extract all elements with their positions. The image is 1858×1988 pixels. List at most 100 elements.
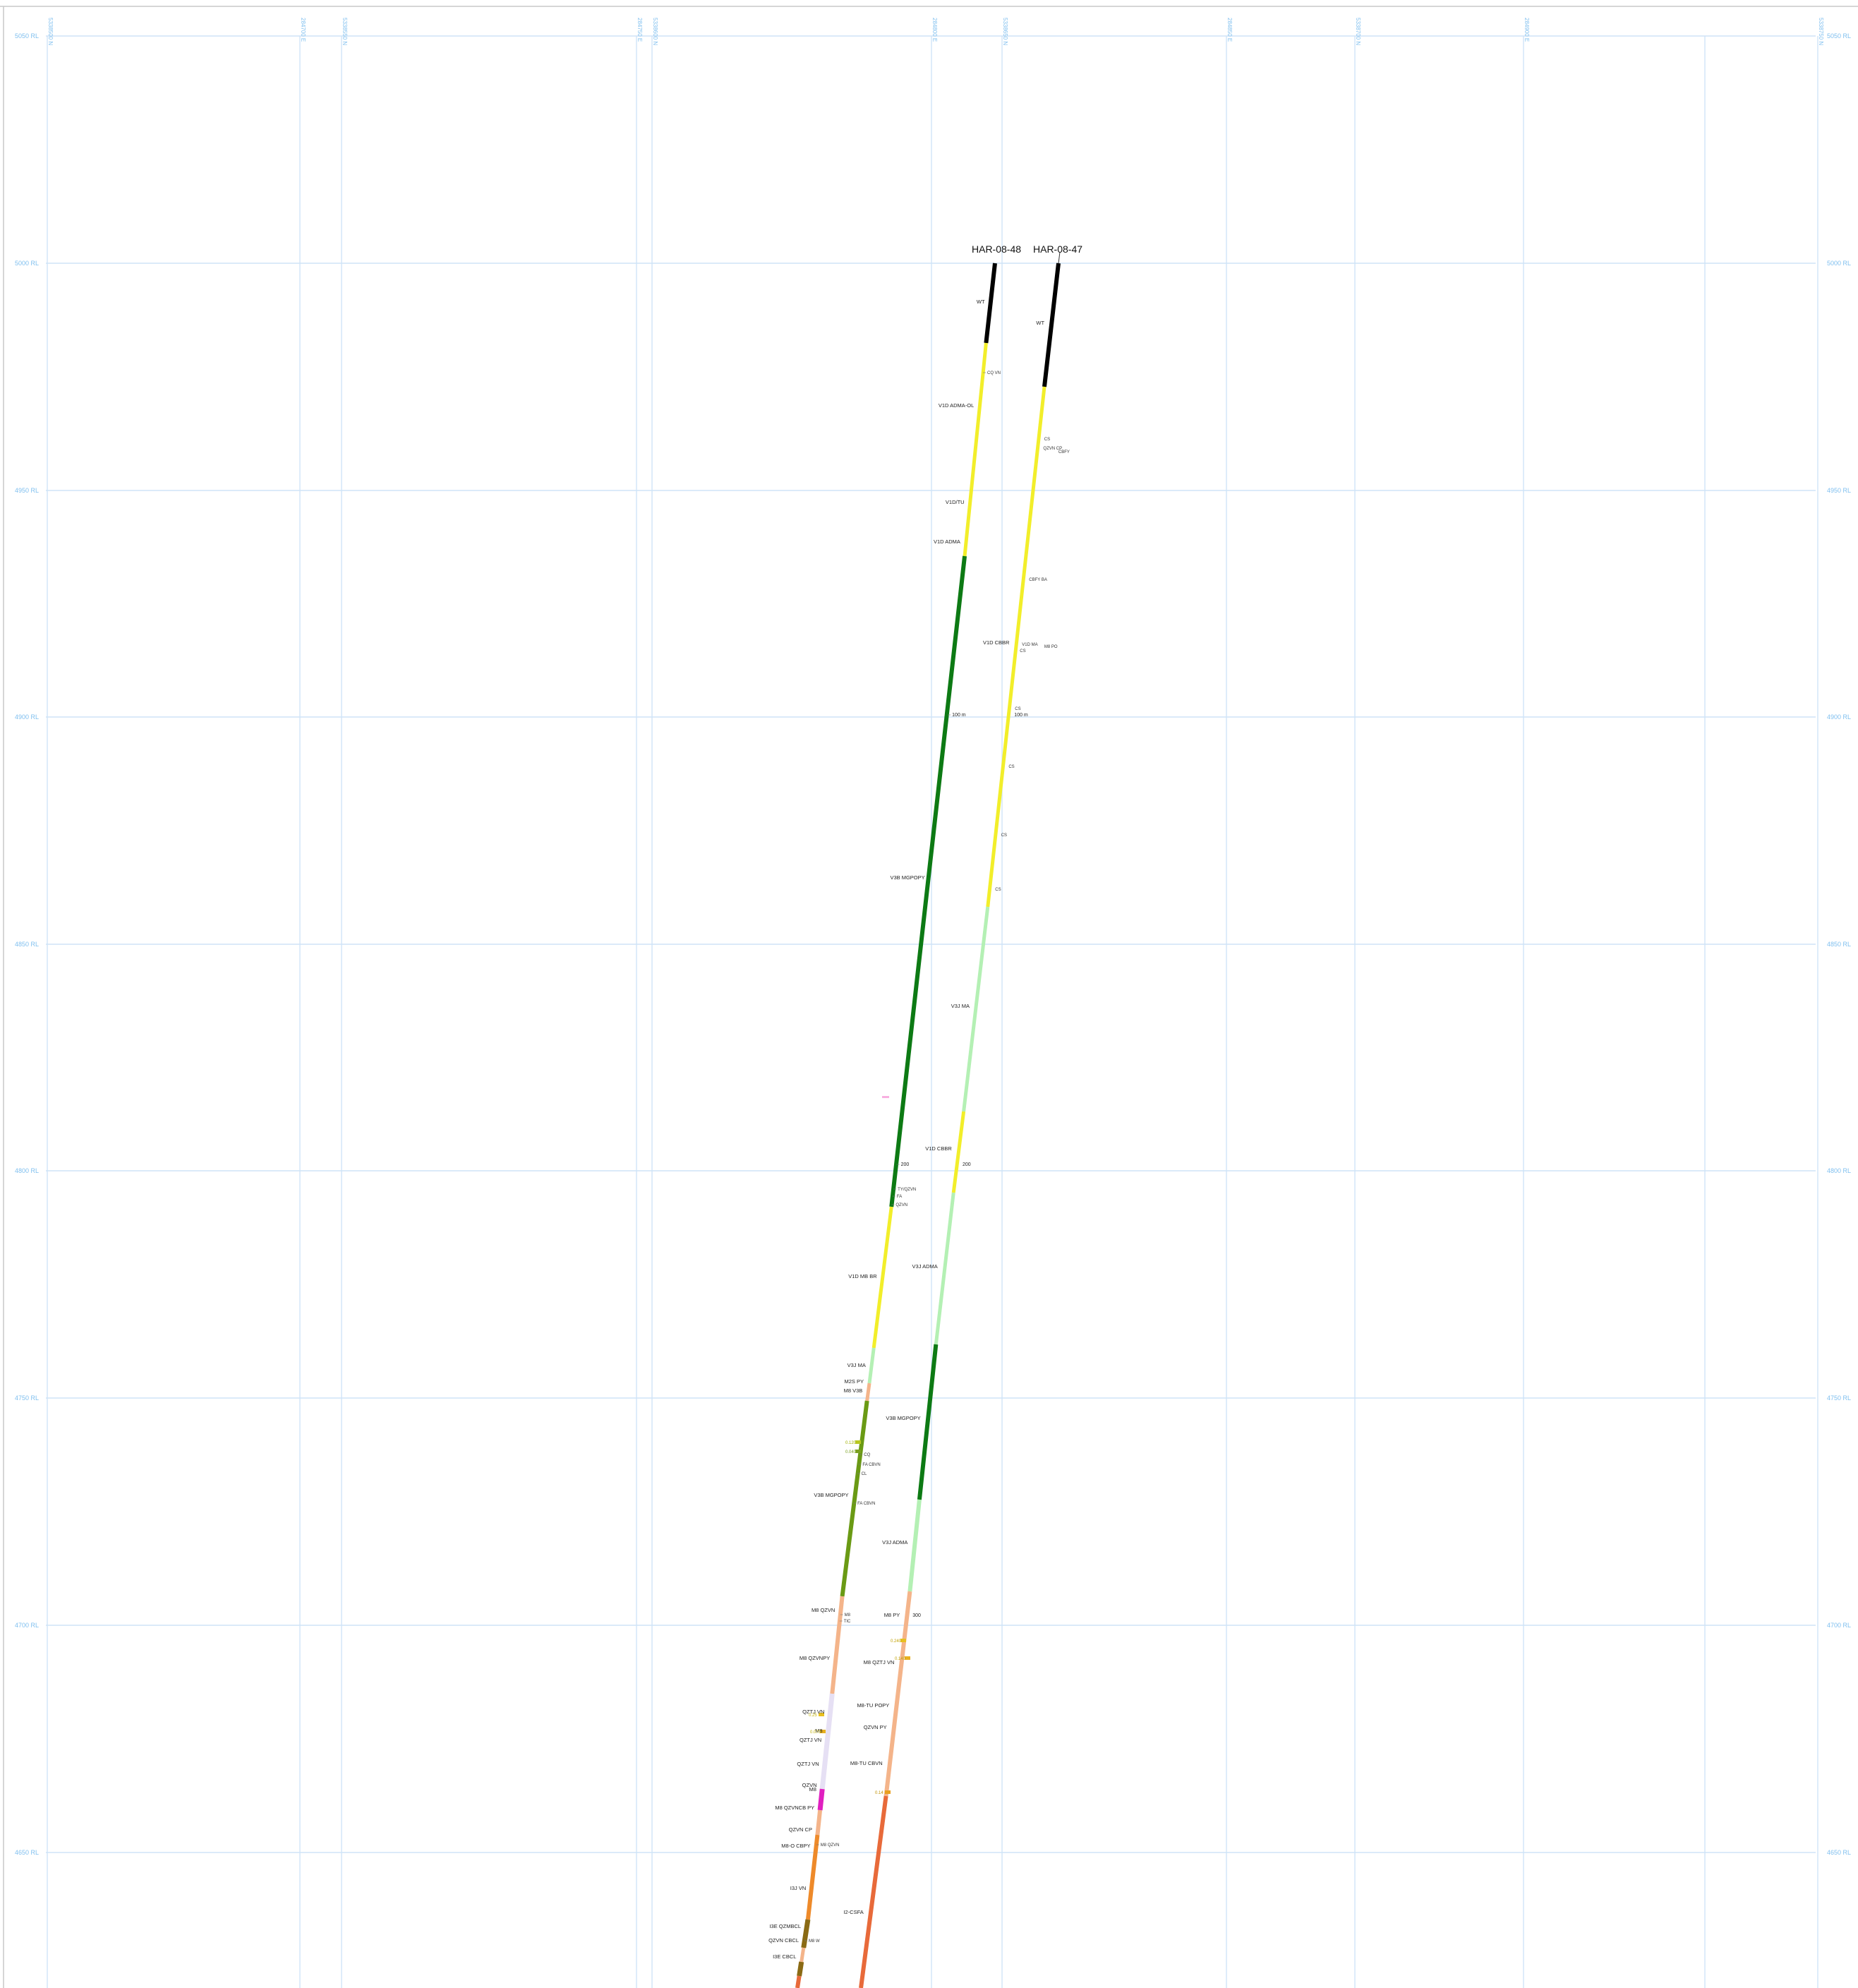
hole48-interval — [865, 1382, 871, 1402]
hole48-lith-label: V1D MB BR — [848, 1273, 877, 1279]
hole48-lith-label: WT — [977, 299, 985, 305]
grid-coordinate-label: 5338500 N — [47, 18, 54, 45]
assay-mark — [885, 1790, 891, 1794]
grid-coordinate-label: 5338600 N — [652, 18, 658, 45]
hole47-lith-label: V1D CBBR — [925, 1145, 952, 1152]
assay-value-label: 0.25 — [809, 1713, 817, 1718]
grid-coordinate-label: 5338750 N — [1818, 18, 1824, 45]
rl-label-right: 4950 RL — [1827, 487, 1851, 494]
hole48-lith-label: QZVN — [802, 1782, 817, 1788]
rl-label-right: 4850 RL — [1827, 941, 1851, 948]
assay-mark — [820, 1730, 826, 1733]
hole47-sample-label: CBFY BA — [1029, 578, 1047, 582]
hole47-lith-label: V3B MGPOPY — [886, 1415, 920, 1421]
hole48-lith-label: QZVN CP — [789, 1826, 812, 1833]
hole48-lith-label: M2S PY — [844, 1378, 864, 1385]
grid — [46, 35, 1818, 1988]
hole47-lith-label: V3J ADMA — [882, 1539, 907, 1546]
hole48-lith-label: M8-O CBPY — [781, 1843, 810, 1849]
collar-leader — [1058, 251, 1061, 264]
pink-mark — [882, 1096, 889, 1098]
rl-label-left: 5000 RL — [15, 260, 39, 267]
hole48-sample-label: CL — [862, 1472, 867, 1476]
assay-mark — [819, 1713, 824, 1716]
assay-value-label: 0.120 — [845, 1441, 857, 1445]
hole47-interval — [986, 386, 1046, 908]
hole48-sample-label: FA CBVN — [862, 1463, 880, 1467]
hole48-lith-label: V3B MGPOPY — [814, 1492, 848, 1498]
hole48-lith-label: V1D/TU — [946, 499, 965, 505]
rl-label-left: 4650 RL — [15, 1849, 39, 1856]
grid-coordinate-label: 284900 E — [1524, 18, 1530, 42]
hole48-sample-label: CQ VN — [987, 371, 1001, 375]
grid-coordinate-label: 284750 E — [637, 18, 643, 42]
hole48-lith-label: I3J VN — [790, 1885, 807, 1891]
hole48-lith-label: V3J MA — [847, 1362, 866, 1368]
assay-mark — [855, 1450, 861, 1453]
hole-name-har-08-48: HAR-08-48 — [972, 243, 1021, 255]
rl-label-right: 4800 RL — [1827, 1167, 1851, 1174]
hole48-lith-label: QZTJ VN — [802, 1709, 824, 1715]
hole47-sample-label: 200 — [963, 1162, 971, 1167]
hole47-sample-label: CS — [1020, 649, 1025, 653]
hole47-sample-label: V1D MA — [1022, 643, 1037, 647]
grid-coordinate-label: 284800 E — [931, 18, 938, 42]
hole48-interval — [830, 1596, 845, 1694]
rl-label-right: 4700 RL — [1827, 1622, 1851, 1629]
grid-coordinate-label: 5338650 N — [1002, 18, 1008, 45]
hole-name-har-08-47: HAR-08-47 — [1033, 243, 1082, 255]
hole48-sample-label: CQ — [864, 1453, 870, 1457]
assay-value-label: 0.040 — [845, 1450, 857, 1454]
hole48-lith-label: QZTJ VN — [800, 1737, 821, 1743]
hole48-lith-label: M8 QZVNCB PY — [775, 1805, 814, 1811]
hole48-interval — [805, 1834, 820, 1920]
rl-label-left: 4850 RL — [15, 941, 39, 948]
hole48-interval — [797, 1961, 804, 1977]
grid-coordinate-label: 5338700 N — [1355, 18, 1361, 45]
hole48-interval — [889, 555, 967, 1207]
hole48-sample-label: QZVN — [895, 1203, 907, 1207]
hole47-lith-label: V3J MA — [951, 1003, 970, 1009]
hole47-sample-label: CS — [1001, 833, 1007, 838]
hole48-sample-label: M8 W — [809, 1939, 820, 1944]
hole48-interval — [815, 1809, 823, 1836]
labels: 5050 RL 5050 RL 5000 RL 5000 RL 4950 RL 4950 … — [15, 18, 1851, 1960]
hole48-lith-label: I3E CBCL — [773, 1953, 796, 1960]
hole48-sample-label: 100 m — [952, 713, 966, 718]
hole47-interval — [1042, 263, 1061, 387]
rl-label-left: 4700 RL — [15, 1622, 39, 1629]
hole47-lith-label: M8 QZTJ VN — [864, 1659, 895, 1665]
rl-label-left: 4950 RL — [15, 487, 39, 494]
grid-coordinate-label: 284700 E — [300, 18, 306, 42]
hole48-lith-label: M8 — [815, 1728, 822, 1734]
grid-coordinate-label: 284850 E — [1226, 18, 1233, 42]
assay-mark — [900, 1639, 906, 1642]
hole47-sample-label: QZVN CP — [1043, 447, 1062, 451]
rl-label-left: 4750 RL — [15, 1394, 39, 1402]
hole48-interval — [871, 1206, 893, 1349]
hole47-interval — [951, 1111, 966, 1193]
hole48-lith-label: V1D ADMA-OL — [939, 402, 974, 409]
hole47-sample-label: CS — [1044, 438, 1050, 442]
grid-coordinate-label: 5338550 N — [342, 18, 348, 45]
hole47-sample-label: CS — [1015, 707, 1020, 711]
hole47-lith-label: WT — [1036, 320, 1044, 326]
hole47-interval — [907, 1499, 922, 1592]
hole48-interval — [819, 1693, 835, 1790]
rl-label-left: 4800 RL — [15, 1167, 39, 1174]
hole47-interval — [883, 1591, 912, 1797]
hole47-lith-label: QZVN PY — [864, 1724, 887, 1730]
hole47-lith-label: V1D CBBR — [983, 639, 1010, 646]
hole47-lith-label: M8-TU POPY — [857, 1702, 889, 1709]
drillholes — [795, 251, 1061, 1988]
hole48-sample-label: M8 — [845, 1613, 851, 1617]
hole47-interval — [917, 1344, 939, 1500]
hole48-lith-label: QZTJ VN — [797, 1761, 819, 1767]
assay-mark — [905, 1656, 910, 1660]
hole48-sample-label: M8 QZVN — [821, 1843, 840, 1848]
hole47-sample-label: CBFY — [1058, 450, 1070, 454]
hole48-lith-label: V3B MGPOPY — [890, 874, 924, 881]
rl-label-right: 5000 RL — [1827, 260, 1851, 267]
hole47-sample-label: M8 PO — [1044, 645, 1058, 649]
